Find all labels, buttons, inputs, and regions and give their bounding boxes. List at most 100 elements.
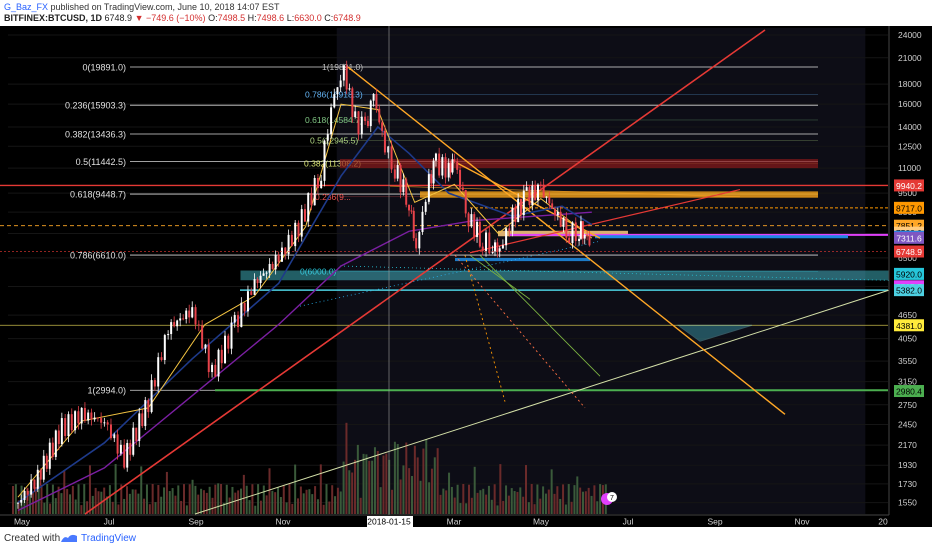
volume-bar	[354, 459, 356, 514]
volume-bar	[217, 483, 220, 514]
author-link[interactable]: G_Baz_FX	[4, 2, 49, 12]
candle-body	[473, 214, 476, 237]
candle-body	[227, 335, 230, 349]
candle-body	[427, 174, 430, 202]
price-tag-label: 5382.0	[896, 286, 922, 296]
volume-bar	[285, 502, 288, 514]
volume-bar	[188, 484, 191, 514]
volume-bar	[165, 471, 168, 514]
candle-body	[539, 184, 542, 186]
candle-body	[280, 247, 283, 262]
dotted-blue-line	[299, 241, 599, 307]
volume-bar	[533, 504, 536, 514]
price-tag-label: 4381.0	[896, 321, 922, 331]
candle-body	[326, 134, 329, 141]
volume-bar	[143, 498, 146, 514]
candle-body	[45, 455, 48, 469]
candle-body	[459, 169, 462, 188]
volume-bar	[108, 485, 111, 514]
created-with-label: Created with	[4, 533, 61, 544]
trendline-faint	[389, 185, 741, 198]
price-chart[interactable]: 0(19891.0) 0.236(15903.3) 0.382(13436.3) 0.…	[0, 26, 932, 527]
volume-bar	[123, 498, 126, 514]
volume-bar	[214, 484, 217, 514]
volume-bar	[43, 502, 46, 514]
fib-retrace-label: 0.5(12945.5)	[310, 135, 358, 145]
volume-bar	[17, 500, 20, 514]
volume-bar	[242, 474, 245, 514]
candle-body	[303, 209, 306, 222]
candle-body	[173, 322, 176, 327]
candle-body	[119, 444, 122, 454]
volume-bar	[222, 503, 225, 514]
candle-body	[481, 246, 484, 251]
candle-body	[449, 162, 452, 173]
candle-body	[565, 217, 568, 238]
volume-bar	[254, 505, 257, 514]
volume-bar	[485, 494, 488, 514]
candle-body	[16, 502, 19, 504]
price-tag	[894, 284, 924, 297]
price-tag-label: 7851.2	[896, 221, 922, 231]
candle-body	[176, 320, 179, 327]
volume-bar	[570, 501, 573, 514]
volume-bar	[590, 495, 593, 514]
volume-bar	[507, 495, 510, 514]
volume-bar	[544, 493, 547, 514]
candle-body	[48, 442, 51, 469]
volume-bar	[160, 496, 163, 514]
price-tag	[894, 319, 924, 332]
candle-body	[197, 324, 200, 326]
volume-bar	[106, 496, 109, 514]
volume-bar	[128, 493, 131, 514]
candle-body	[297, 222, 300, 237]
volume-bar	[522, 496, 525, 514]
candle-body	[360, 116, 363, 135]
candle-body	[220, 349, 223, 364]
volume-bar	[157, 485, 160, 514]
volume-bar	[63, 469, 66, 514]
candle-body	[402, 179, 405, 193]
volume-bar	[154, 502, 157, 514]
chart-area[interactable]: 0(19891.0) 0.236(15903.3) 0.382(13436.3) 0.…	[0, 26, 932, 527]
volume-bar	[314, 486, 317, 514]
volume-bar	[342, 461, 345, 514]
price-tick-label: 12500	[898, 141, 922, 151]
candle-body	[313, 178, 316, 206]
candle-body	[470, 214, 473, 227]
tradingview-brand-link[interactable]: TradingView	[81, 533, 137, 544]
symbol-info: BITFINEX:BTCUSD, 1D	[4, 13, 103, 23]
resistance-zone-orange	[420, 191, 818, 198]
volume-bar	[527, 502, 530, 514]
support-zone-cyan	[240, 270, 889, 281]
volume-bar	[382, 455, 385, 514]
candle-body	[366, 120, 369, 127]
candle-body	[405, 179, 408, 205]
volume-bar	[499, 464, 502, 514]
channel-line-red	[469, 189, 741, 254]
volume-bar	[34, 487, 37, 514]
price-tick-label: 4050	[898, 334, 917, 344]
volume-bar	[183, 484, 185, 514]
candle-body	[157, 357, 160, 387]
candle-body	[517, 198, 520, 222]
volume-bar	[29, 490, 32, 514]
volume-bar	[539, 498, 542, 514]
volume-bar	[559, 498, 562, 514]
fib-level-label: 0.618(9448.7)	[70, 190, 126, 200]
volume-bar	[319, 464, 322, 514]
candle-body	[20, 499, 23, 503]
close-label: C:	[324, 13, 334, 23]
candle-body	[519, 198, 522, 216]
candle-body	[375, 93, 378, 109]
volume-bar	[265, 495, 268, 514]
volume-bar	[322, 504, 325, 514]
volume-bar	[376, 450, 379, 514]
volume-bar	[473, 466, 476, 514]
volume-bar	[433, 457, 436, 514]
candle-body	[185, 310, 188, 320]
volume-bar	[185, 505, 188, 514]
volume-bar	[200, 488, 203, 514]
candle-body	[531, 185, 534, 206]
volume-bar	[288, 484, 291, 514]
